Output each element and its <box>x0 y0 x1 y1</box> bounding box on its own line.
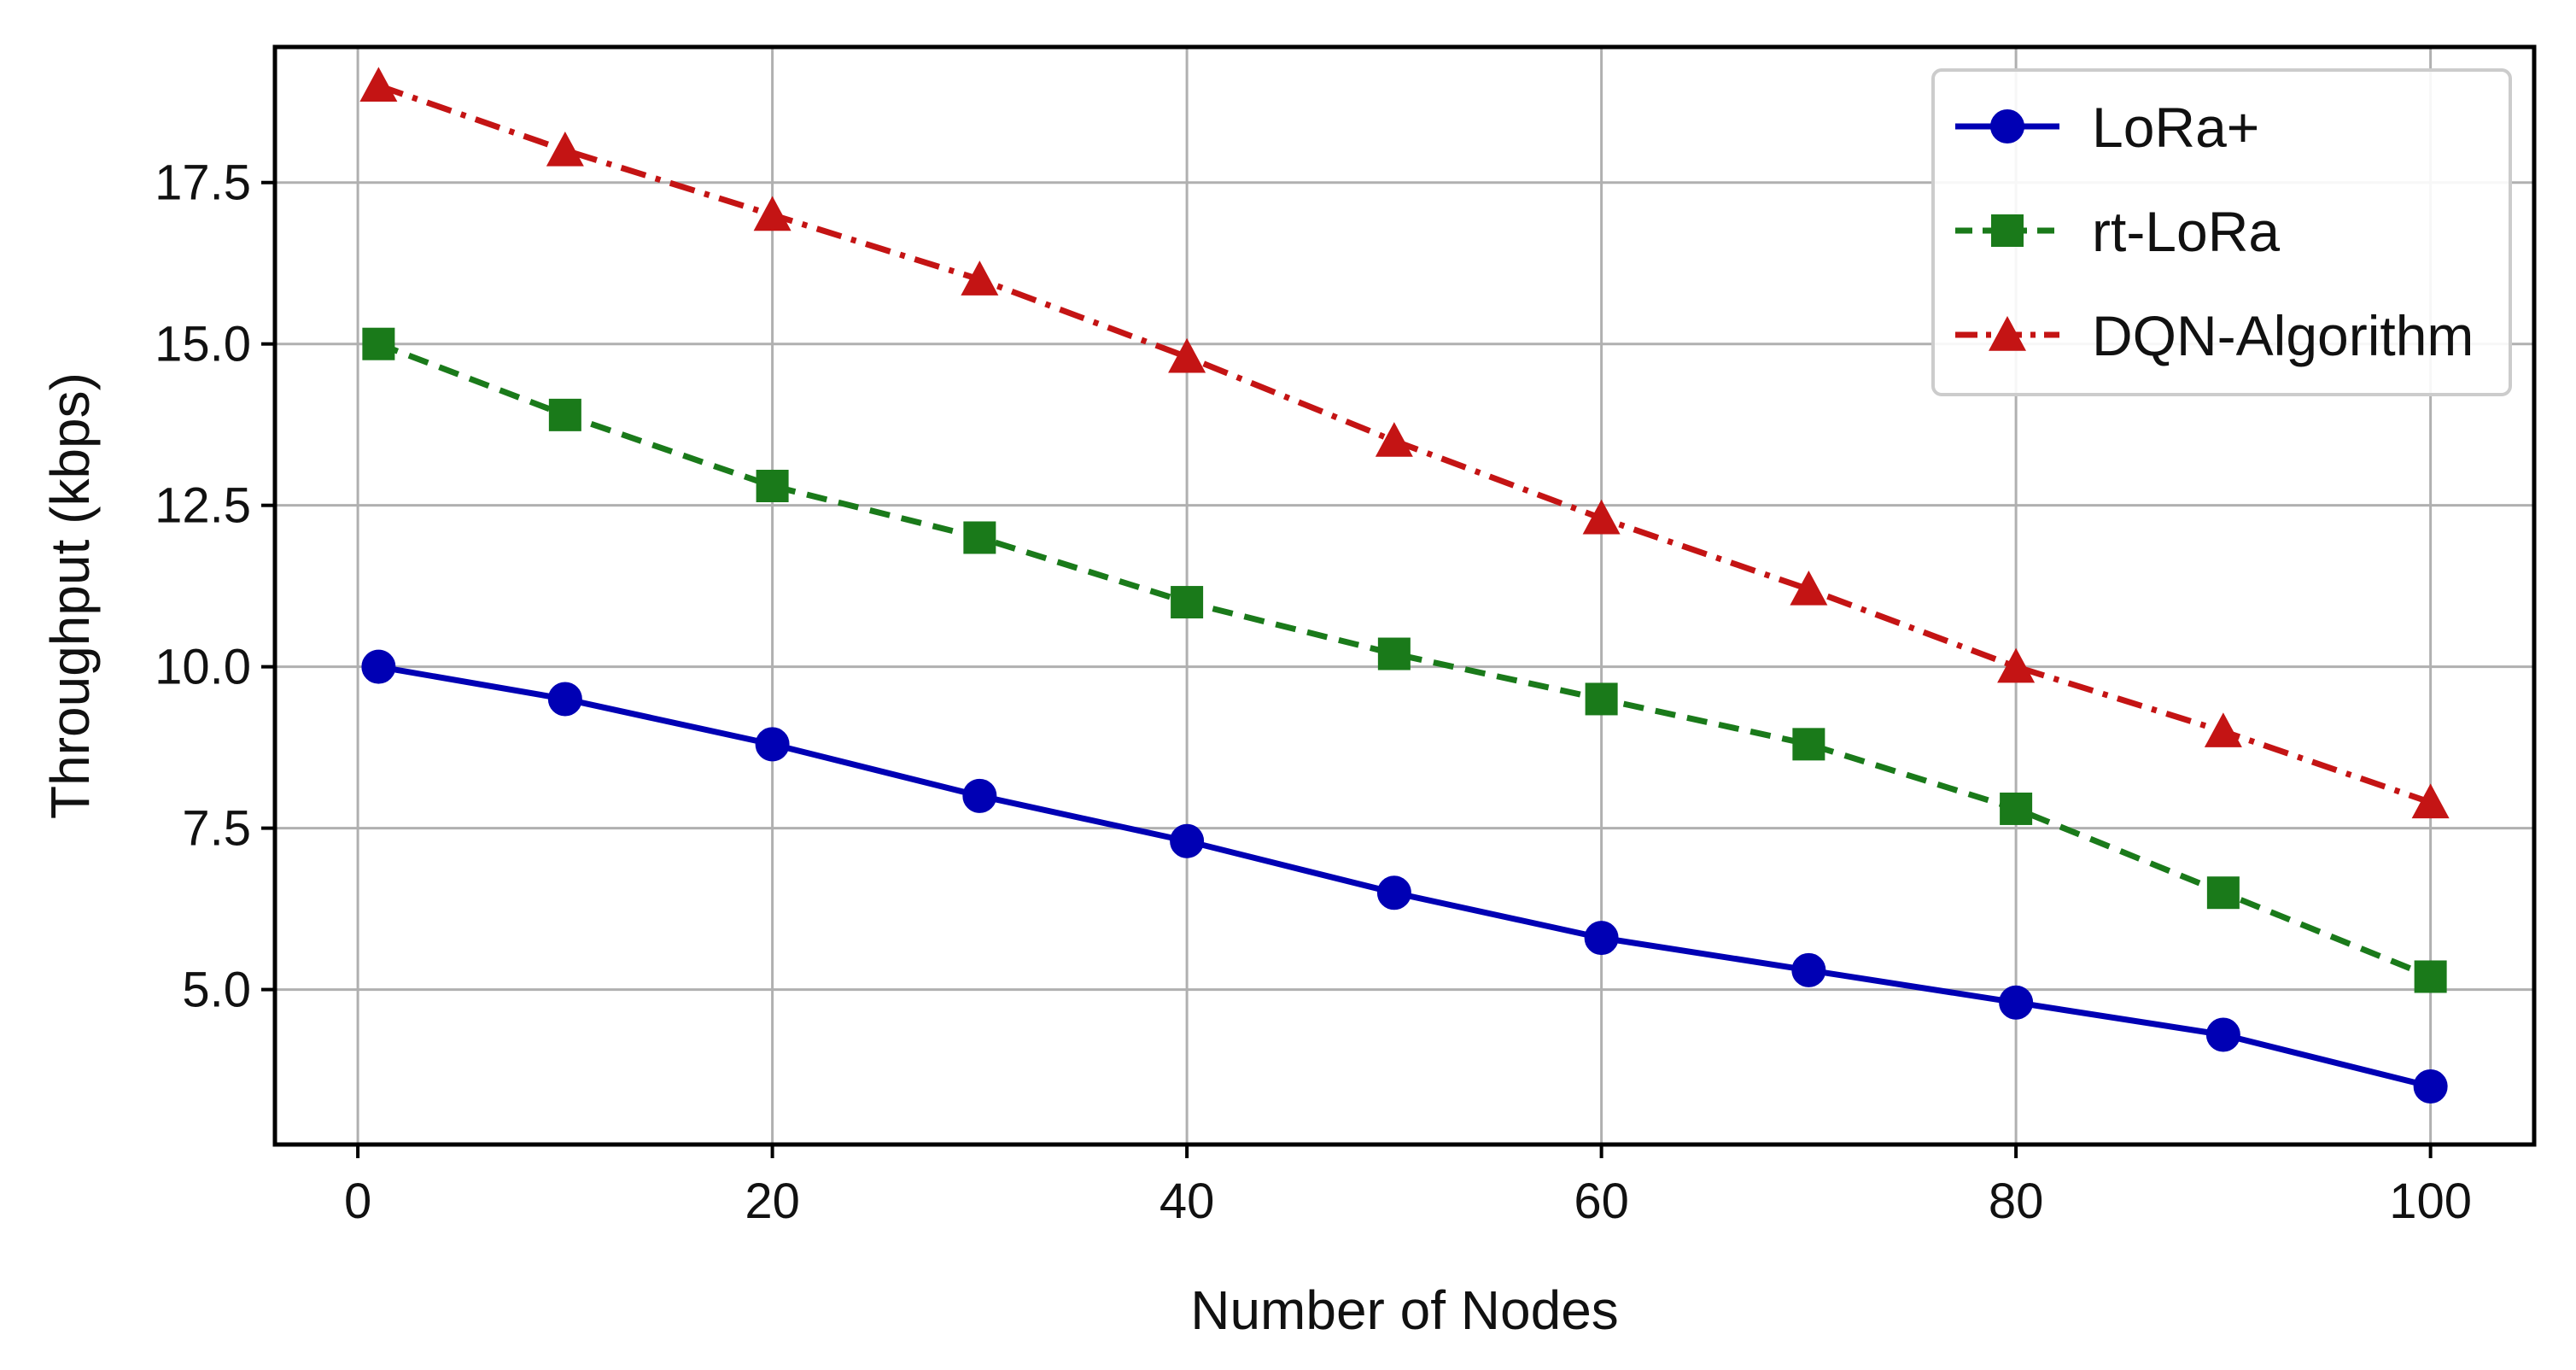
y-tick-label: 7.5 <box>182 801 251 857</box>
data-point <box>756 470 789 502</box>
data-point <box>1584 921 1619 956</box>
data-point <box>359 67 398 102</box>
data-point <box>755 727 790 762</box>
y-tick-label: 17.5 <box>155 155 251 211</box>
data-point <box>1585 682 1618 716</box>
data-point <box>362 327 395 360</box>
legend: LoRa+ rt-LoRa DQN-Algorithm <box>1931 68 2512 396</box>
data-point <box>962 778 997 813</box>
data-point <box>1790 570 1828 606</box>
x-tick-label: 20 <box>745 1174 800 1229</box>
y-tick-label: 5.0 <box>182 963 251 1018</box>
plot-area-frame <box>272 44 2537 1147</box>
series-square <box>362 327 2447 993</box>
data-point <box>1377 637 1411 670</box>
data-point <box>753 196 791 231</box>
legend-label: rt-LoRa <box>2092 200 2280 263</box>
legend-marker <box>1989 316 2026 351</box>
series-triangle <box>359 67 2450 819</box>
data-point <box>546 131 584 167</box>
data-point <box>1170 823 1205 858</box>
legend-marker <box>1990 109 2024 143</box>
data-point <box>2000 792 2033 825</box>
x-axis-title: Number of Nodes <box>1190 1279 1619 1341</box>
data-point <box>548 398 581 431</box>
data-point <box>1792 728 1825 761</box>
y-tick-label: 15.0 <box>155 317 251 372</box>
data-point <box>1999 985 2034 1020</box>
legend-label: DQN-Algorithm <box>2092 304 2474 367</box>
x-tick-label: 60 <box>1574 1174 1629 1229</box>
y-tick-label: 12.5 <box>155 478 251 534</box>
data-point <box>1171 586 1204 619</box>
data-point <box>2204 712 2242 747</box>
x-tick-label: 100 <box>2389 1174 2472 1229</box>
legend-marker <box>1991 214 2024 247</box>
data-point <box>1375 422 1413 457</box>
series-circle <box>361 649 2448 1104</box>
data-point <box>963 521 996 554</box>
x-tick-label: 40 <box>1159 1174 1215 1229</box>
legend-label: LoRa+ <box>2092 96 2259 159</box>
data-point <box>1791 952 1826 987</box>
series-group <box>359 67 2450 1104</box>
data-point <box>1997 647 2036 683</box>
x-tick-label: 80 <box>1989 1174 2044 1229</box>
legend-box <box>1931 68 2512 396</box>
data-point <box>2206 876 2240 910</box>
data-point <box>2413 1068 2448 1104</box>
data-point <box>1582 499 1621 535</box>
legend-entry: rt-LoRa <box>1955 200 2280 263</box>
data-point <box>361 649 396 684</box>
x-tick-label: 0 <box>344 1174 371 1229</box>
data-point <box>961 261 999 296</box>
data-point <box>2205 1017 2240 1052</box>
data-point <box>2414 960 2447 993</box>
axis-ticks: 0 20 40 60 80 100 5.0 7.5 10.0 12.5 15.0 17.5 <box>155 155 2472 1229</box>
y-tick-label: 10.0 <box>155 640 251 695</box>
data-point <box>1376 875 1411 910</box>
y-axis-title: Throughput (kbps) <box>39 372 101 819</box>
legend-entry: DQN-Algorithm <box>1955 304 2474 367</box>
data-point <box>1168 337 1206 373</box>
data-point <box>547 682 582 717</box>
legend-entry: LoRa+ <box>1955 96 2259 159</box>
data-point <box>2411 783 2450 819</box>
